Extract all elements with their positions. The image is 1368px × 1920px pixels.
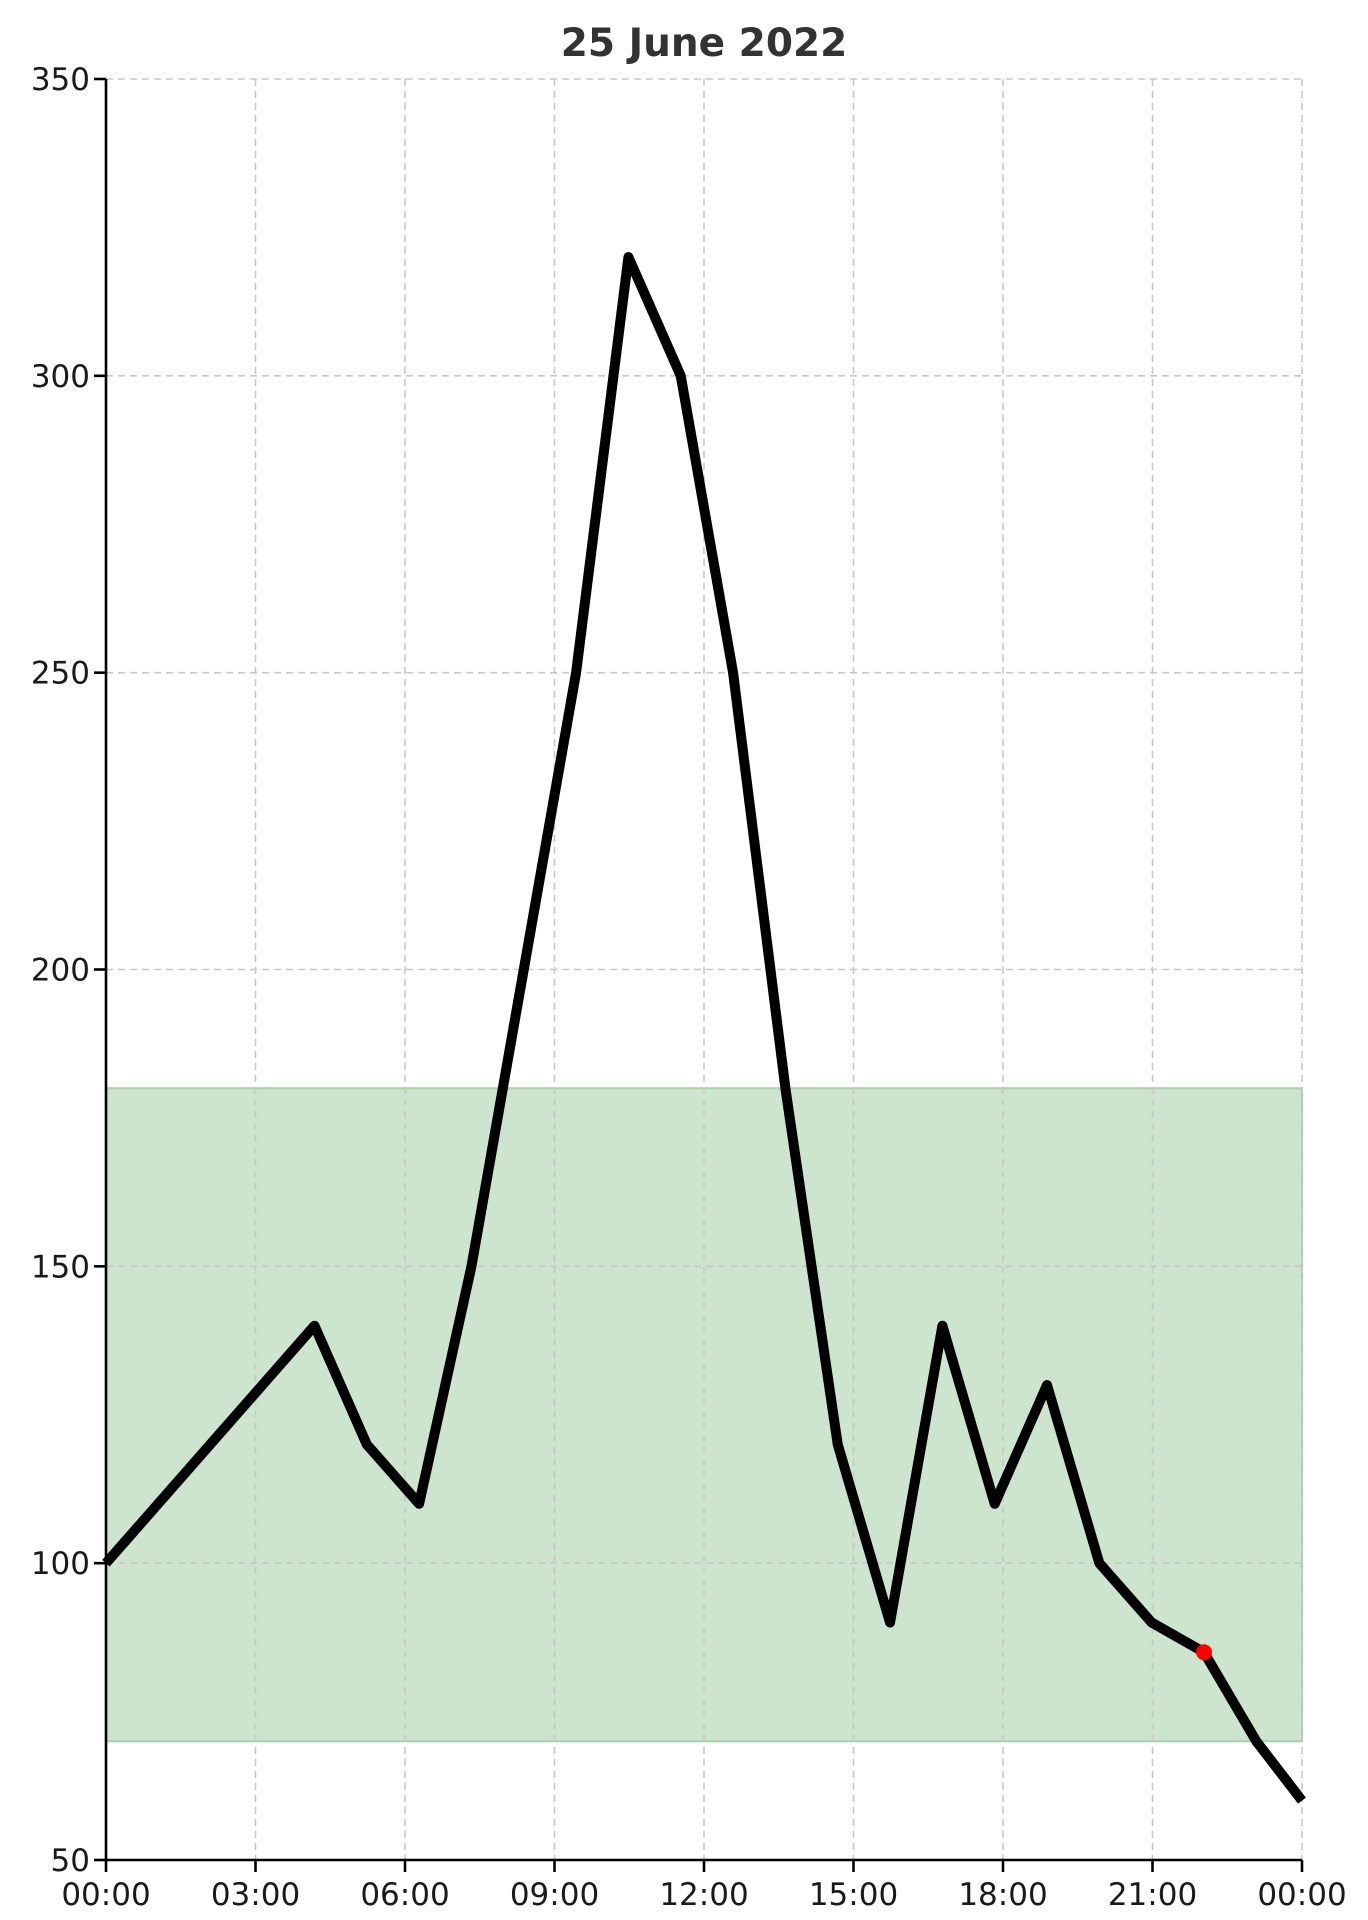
series-layer [102, 252, 1306, 1804]
x-tick-label: 18:00 [958, 1877, 1047, 1913]
y-tick-label: 100 [31, 1546, 90, 1582]
x-tick-label: 00:00 [1257, 1877, 1346, 1913]
highlight-point [1195, 1644, 1212, 1661]
x-tick-label: 06:00 [360, 1877, 449, 1913]
axis-layer [94, 77, 1304, 1872]
y-tick-label: 200 [31, 953, 90, 989]
glucose-series-line [102, 252, 1306, 1804]
y-tick-label: 50 [51, 1843, 90, 1879]
y-tick-label: 250 [31, 656, 90, 692]
x-tick-label: 03:00 [211, 1877, 300, 1913]
x-tick-label: 09:00 [510, 1877, 599, 1913]
y-tick-label: 150 [31, 1249, 90, 1285]
y-tick-label: 300 [31, 359, 90, 395]
x-tick-label: 00:00 [61, 1877, 150, 1913]
tick-label-layer: 50 100 150 200 250 300 350 00:00 03:00 06:00 09:00… [31, 62, 1347, 1913]
x-tick-label: 15:00 [809, 1877, 898, 1913]
chart-title: 25 June 2022 [561, 21, 847, 66]
x-tick-label: 12:00 [659, 1877, 748, 1913]
y-tick-label: 350 [31, 62, 90, 98]
x-tick-label: 21:00 [1108, 1877, 1197, 1913]
